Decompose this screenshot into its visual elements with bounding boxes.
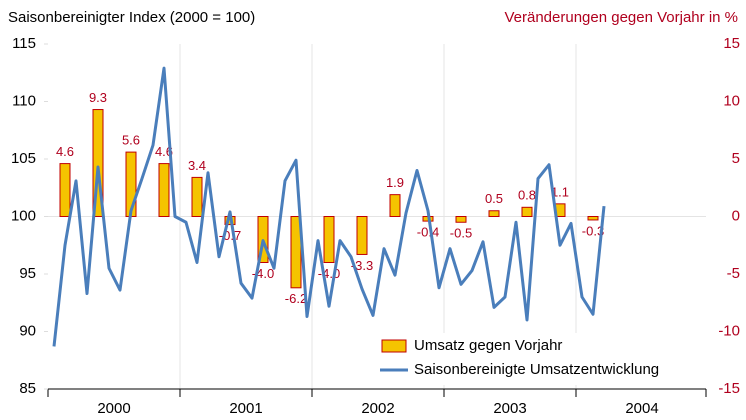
value-label: 0.8	[518, 188, 536, 203]
y-tick-label: 95	[19, 265, 36, 282]
y-tick-label: 90	[19, 322, 36, 339]
y2-tick-label: 5	[732, 150, 740, 167]
value-label: -0.3	[582, 223, 604, 238]
value-label: 1.1	[551, 184, 569, 199]
bar	[158, 163, 170, 218]
x-tick-label: 2000	[97, 400, 130, 417]
line	[52, 66, 606, 347]
value-label: -0.5	[450, 226, 472, 241]
y2-tick-label: -5	[727, 265, 740, 282]
legend-label: Saisonbereinigte Umsatzentwicklung	[414, 361, 659, 378]
x-tick-label: 2002	[361, 400, 394, 417]
value-label: 3.4	[188, 158, 206, 173]
bar	[389, 194, 401, 217]
bar	[356, 216, 368, 255]
value-label: -6.2	[285, 291, 307, 306]
y2-tick-label: -15	[718, 380, 740, 397]
x-tick-label: 2001	[229, 400, 262, 417]
bar	[59, 163, 71, 218]
bar	[587, 216, 599, 221]
y-tick-label: 110	[12, 92, 36, 109]
y2-tick-label: -10	[718, 322, 740, 339]
value-label: 5.6	[122, 133, 140, 148]
legend-swatch	[381, 339, 407, 353]
right-axis-title: Veränderungen gegen Vorjahr in %	[504, 9, 738, 26]
bar	[191, 176, 203, 217]
value-label: 0.5	[485, 191, 503, 206]
bar	[323, 216, 335, 263]
y-tick-label: 105	[11, 150, 36, 167]
x-tick-label: 2003	[493, 400, 526, 417]
y-tick-label: 100	[11, 207, 36, 224]
left-axis-title: Saisonbereinigter Index (2000 = 100)	[8, 9, 255, 26]
bar	[455, 216, 467, 223]
value-label: 1.9	[386, 175, 404, 190]
value-label: 9.3	[89, 90, 107, 105]
value-label: -0.4	[417, 225, 439, 240]
bar	[92, 109, 104, 217]
bar	[521, 206, 533, 218]
y2-tick-label: 0	[732, 207, 740, 224]
y-tick-label: 115	[12, 35, 36, 52]
bar	[488, 210, 500, 217]
y2-tick-label: 15	[723, 35, 740, 52]
legend-box	[372, 333, 700, 385]
y2-tick-label: 10	[723, 92, 740, 109]
y-tick-label: 85	[19, 380, 36, 397]
value-label: 4.6	[56, 144, 74, 159]
x-tick-label: 2004	[625, 400, 658, 417]
legend-label: Umsatz gegen Vorjahr	[414, 337, 562, 354]
